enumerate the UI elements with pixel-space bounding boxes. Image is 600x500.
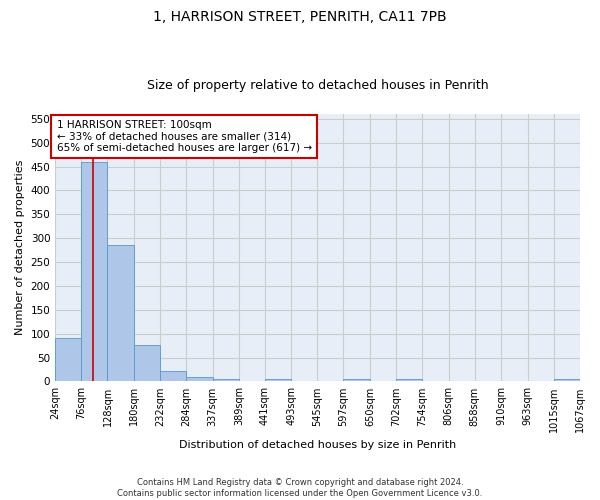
X-axis label: Distribution of detached houses by size in Penrith: Distribution of detached houses by size … (179, 440, 456, 450)
Bar (343, 378, 370, 382)
Title: Size of property relative to detached houses in Penrith: Size of property relative to detached ho… (147, 79, 488, 92)
Bar (397, 379, 422, 382)
Text: 1 HARRISON STREET: 100sqm
← 33% of detached houses are smaller (314)
65% of semi: 1 HARRISON STREET: 100sqm ← 33% of detac… (56, 120, 312, 153)
Bar (134, 345, 160, 382)
Bar (265, 379, 291, 382)
Bar (82, 162, 107, 382)
Bar (212, 378, 239, 382)
Bar (107, 246, 134, 382)
Bar (186, 376, 212, 382)
Bar (160, 371, 186, 382)
Bar (55, 338, 82, 382)
Bar (554, 379, 580, 382)
Text: 1, HARRISON STREET, PENRITH, CA11 7PB: 1, HARRISON STREET, PENRITH, CA11 7PB (153, 10, 447, 24)
Text: Contains HM Land Registry data © Crown copyright and database right 2024.
Contai: Contains HM Land Registry data © Crown c… (118, 478, 482, 498)
Y-axis label: Number of detached properties: Number of detached properties (15, 160, 25, 336)
